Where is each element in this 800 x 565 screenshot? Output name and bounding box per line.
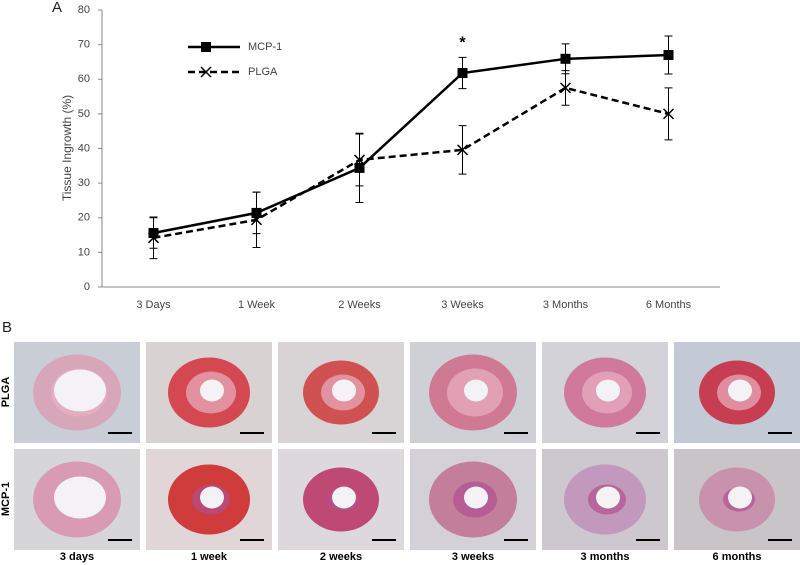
panel-label: B [2, 319, 12, 336]
x-tick-label: 3 Months [543, 299, 589, 311]
y-tick-label: 0 [84, 281, 90, 293]
column-label: 3 days [60, 551, 94, 563]
column-label: 3 months [581, 551, 630, 563]
y-tick-label: 40 [78, 142, 90, 154]
marker [147, 232, 160, 244]
marker [456, 144, 469, 156]
x-tick-label: 2 Weeks [338, 299, 381, 311]
marker [457, 68, 468, 79]
column-label: 2 weeks [320, 551, 362, 563]
row-label: MCP-1 [0, 482, 12, 516]
lumen [728, 486, 752, 509]
marker [560, 53, 571, 64]
column-label: 3 weeks [452, 551, 494, 563]
lumen [464, 379, 488, 402]
column-label: 6 months [713, 551, 762, 563]
lumen [54, 369, 106, 412]
x-tick-label: 3 Weeks [441, 299, 484, 311]
marker [353, 154, 366, 166]
y-tick-label: 30 [78, 177, 90, 189]
marker [250, 214, 263, 226]
lumen [464, 486, 488, 509]
lumen [728, 379, 752, 402]
y-axis-label: Tissue Ingrowth (%) [60, 95, 74, 201]
x-tick-label: 1 Week [238, 299, 276, 311]
lumen [200, 379, 224, 402]
row-label: PLGA [0, 377, 12, 408]
y-tick-label: 10 [78, 246, 90, 258]
marker [559, 82, 572, 94]
legend-marker [200, 66, 212, 78]
lumen [596, 379, 620, 402]
lumen [332, 486, 356, 509]
panel-label: A [52, 0, 62, 16]
legend-label: PLGA [248, 66, 278, 78]
lumen [200, 486, 224, 509]
x-tick-label: 3 Days [136, 299, 171, 311]
lumen [332, 379, 356, 402]
legend-label: MCP-1 [248, 41, 282, 53]
marker [662, 108, 675, 120]
y-tick-label: 50 [78, 108, 90, 120]
series-line [153, 86, 669, 240]
marker [663, 50, 674, 61]
column-label: 1 week [191, 551, 228, 563]
y-tick-label: 60 [78, 73, 90, 85]
y-tick-label: 70 [78, 39, 90, 51]
annotation: * [459, 35, 466, 52]
series-line [153, 53, 669, 235]
legend-marker [201, 42, 211, 52]
lumen [54, 476, 106, 519]
x-tick-label: 6 Months [646, 299, 692, 311]
lumen [596, 486, 620, 509]
y-tick-label: 20 [78, 212, 90, 224]
y-tick-label: 80 [78, 4, 90, 16]
